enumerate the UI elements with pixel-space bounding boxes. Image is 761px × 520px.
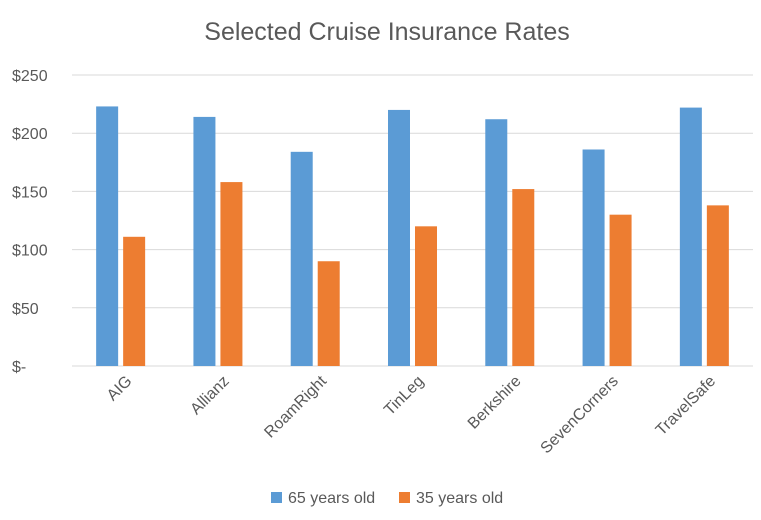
legend-label: 65 years old (288, 490, 375, 507)
bars (96, 106, 729, 367)
y-tick-label: $50 (12, 301, 39, 318)
x-tick-label: RoamRight (261, 372, 330, 441)
bar-65-years-old-allianz (193, 116, 216, 367)
bar-35-years-old-travelsafe (706, 205, 729, 366)
y-tick-label: $- (12, 359, 26, 376)
bar-65-years-old-travelsafe (679, 107, 702, 366)
bar-65-years-old-roamright (290, 151, 313, 366)
bar-35-years-old-berkshire (512, 189, 535, 366)
x-tick-label: Allianz (187, 373, 232, 418)
legend-label: 35 years old (416, 490, 503, 507)
bar-65-years-old-aig (96, 106, 119, 366)
x-tick-label: AIG (104, 373, 136, 405)
legend: 65 years old 35 years old (271, 490, 503, 507)
y-tick-label: $150 (12, 184, 48, 201)
bar-65-years-old-sevencorners (582, 149, 605, 366)
bar-35-years-old-roamright (317, 261, 340, 366)
bar-35-years-old-aig (123, 236, 146, 366)
bar-35-years-old-allianz (220, 182, 243, 366)
x-tick-label: SevenCorners (538, 373, 622, 457)
x-tick-label: Berkshire (465, 373, 525, 433)
y-tick-label: $200 (12, 126, 48, 143)
gridlines (72, 74, 753, 367)
chart-title: Selected Cruise Insurance Rates (204, 18, 569, 46)
x-tick-label: TinLeg (381, 373, 427, 419)
x-tick-label: TravelSafe (653, 373, 719, 439)
bar-65-years-old-tinleg (388, 109, 410, 367)
bar-35-years-old-sevencorners (609, 214, 632, 366)
y-axis-ticks: $- $50 $100 $150 $200 $250 (12, 68, 48, 376)
y-tick-label: $250 (12, 68, 48, 85)
x-axis-ticks: AIG Allianz RoamRight TinLeg Berkshire SevenC… (104, 372, 719, 457)
bar-65-years-old-berkshire (485, 119, 508, 367)
legend-swatch (399, 492, 410, 503)
legend-swatch (271, 492, 282, 503)
bar-35-years-old-tinleg (415, 226, 437, 366)
y-tick-label: $100 (12, 243, 48, 260)
